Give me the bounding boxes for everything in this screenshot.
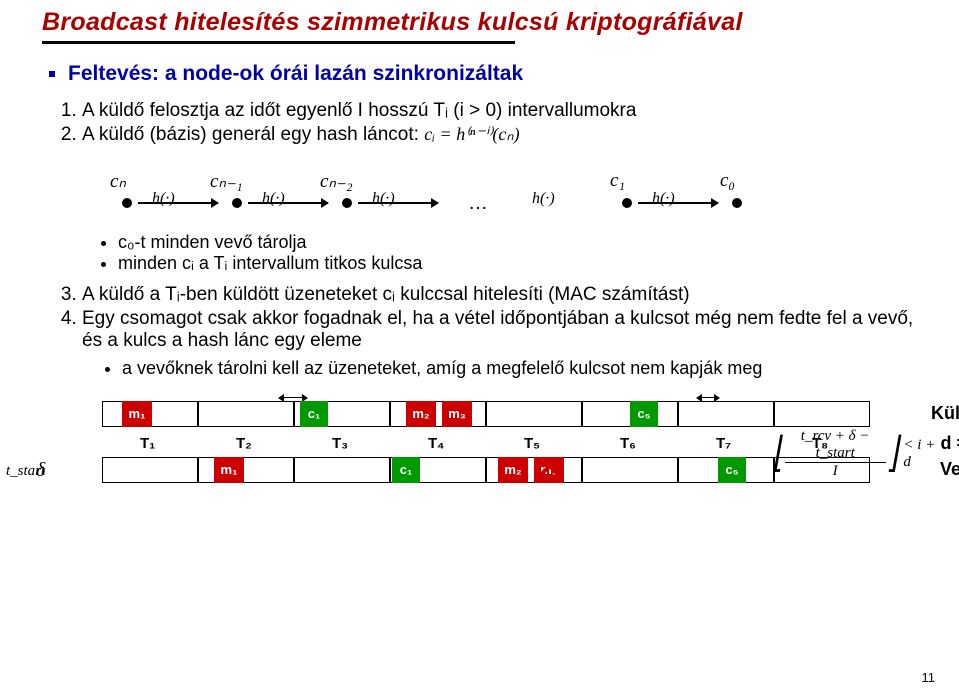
hash-label: h(·) [532, 190, 555, 208]
chain-arrow [248, 202, 328, 204]
chain-node [232, 198, 242, 208]
step-2b: minden cᵢ a Tᵢ intervallum titkos kulcsa [118, 253, 917, 274]
interval-box [774, 457, 870, 483]
chain-label: cₙ₋₁ [210, 170, 243, 193]
chain-ellipsis: … [468, 192, 491, 215]
hash-chain-diagram: cₙ cₙ₋₁ cₙ₋₂ c₁ c₀ h(·) h(·) h(·) h(·) h(·) … [82, 152, 842, 226]
step-2a: c₀-t minden vevő tárolja [118, 232, 917, 253]
delta-label: δ [36, 459, 45, 482]
timeline: Küldő m₁c₁m₂m₃c₅ t_start d = 2 T₁T₂T₃T₄T… [42, 401, 917, 511]
interval-box [198, 401, 294, 427]
interval-labels-row: t_start d = 2 T₁T₂T₃T₄T₅T₆T₇T₈ [42, 435, 917, 455]
packet-cell: m₂ [498, 457, 528, 483]
steps-list: A küldő felosztja az időt egyenlő I hoss… [42, 100, 917, 146]
interval-box [774, 401, 870, 427]
step-2-formula: cᵢ = h⁽ⁿ⁻ⁱ⁾(cₙ) [424, 124, 519, 144]
gap-arrow-2 [696, 391, 720, 399]
packet-cell: c₅ [718, 457, 746, 483]
chain-node [122, 198, 132, 208]
packet-cell: c₁ [392, 457, 420, 483]
chain-label: c₁ [610, 170, 625, 192]
assumption-list: Feltevés: a node-ok órái lazán szinkroni… [42, 62, 917, 86]
chain-label: cₙ₋₂ [320, 170, 353, 193]
step-1: A küldő felosztja az időt egyenlő I hoss… [82, 100, 917, 122]
interval-label: T₈ [812, 435, 828, 452]
packet-cell: m₃ [442, 401, 472, 427]
assumption: Feltevés: a node-ok órái lazán szinkroni… [68, 62, 917, 86]
interval-label: T₃ [332, 435, 348, 452]
receiver-row: δ Vevő m₁c₁m₂m₃✕c₅ [42, 457, 917, 489]
d-label: d = 2 [940, 433, 959, 454]
page-number: 11 [922, 670, 936, 685]
packet-cell: m₂ [406, 401, 436, 427]
step-3: A küldő a Tᵢ-ben küldött üzeneteket cᵢ k… [82, 284, 917, 306]
chain-arrow [138, 202, 218, 204]
step-4: Egy csomagot csak akkor fogadnak el, ha … [82, 308, 917, 379]
interval-box [678, 401, 774, 427]
interval-label: T₆ [620, 435, 636, 452]
chain-arrow [638, 202, 718, 204]
interval-label: T₇ [716, 435, 731, 452]
chain-node [622, 198, 632, 208]
interval-label: T₄ [428, 435, 444, 452]
slide: Broadcast hitelesítés szimmetrikus kulcs… [0, 0, 959, 695]
step4-sub: a vevőknek tárolni kell az üzeneteket, a… [102, 358, 917, 379]
title-rule [42, 41, 515, 44]
packet-cell: m₁ [122, 401, 152, 427]
slide-title: Broadcast hitelesítés szimmetrikus kulcs… [42, 8, 917, 37]
hash-label: h(·) [262, 190, 285, 208]
hash-label: h(·) [152, 190, 175, 208]
packet-cell: m₃ [534, 457, 564, 483]
step-4-text: Egy csomagot csak akkor fogadnak el, ha … [82, 308, 913, 351]
sender-label: Küldő [931, 403, 959, 424]
interval-box [294, 457, 390, 483]
chain-arrow [358, 202, 438, 204]
interval-label: T₂ [236, 435, 252, 452]
interval-label: T₁ [140, 435, 155, 452]
receiver-label: Vevő [940, 459, 959, 480]
hash-label: h(·) [652, 190, 675, 208]
interval-box [582, 457, 678, 483]
sender-row: Küldő m₁c₁m₂m₃c₅ [42, 401, 917, 433]
packet-cell: c₅ [630, 401, 658, 427]
step-2-text: A küldő (bázis) generál egy hash láncot: [82, 124, 419, 145]
steps-list-2: A küldő a Tᵢ-ben küldött üzeneteket cᵢ k… [42, 284, 917, 379]
chain-node [732, 198, 742, 208]
gap-arrow-1 [278, 391, 308, 399]
interval-box [486, 401, 582, 427]
chain-node [342, 198, 352, 208]
chain-label: c₀ [720, 170, 735, 192]
step-4a: a vevőknek tárolni kell az üzeneteket, a… [122, 358, 917, 379]
interval-box [102, 457, 198, 483]
hash-label: h(·) [372, 190, 395, 208]
packet-cell: c₁ [300, 401, 328, 427]
step2-sub: c₀-t minden vevő tárolja minden cᵢ a Tᵢ … [98, 232, 917, 274]
interval-label: T₅ [524, 435, 540, 452]
step-2: A küldő (bázis) generál egy hash láncot:… [82, 124, 917, 146]
packet-cell: m₁ [214, 457, 244, 483]
interval-box [198, 457, 294, 483]
chain-label: cₙ [110, 170, 126, 193]
